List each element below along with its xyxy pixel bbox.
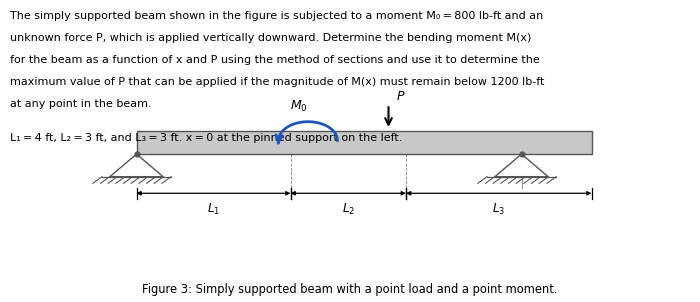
Text: for the beam as a function of x and P using the method of sections and use it to: for the beam as a function of x and P us… <box>10 55 540 65</box>
Polygon shape <box>495 154 548 177</box>
Text: $L_1$: $L_1$ <box>207 202 220 217</box>
Bar <box>136 131 592 154</box>
Polygon shape <box>110 154 163 177</box>
Text: $M_0$: $M_0$ <box>290 99 308 114</box>
Text: at any point in the beam.: at any point in the beam. <box>10 99 151 109</box>
Text: The simply supported beam shown in the figure is subjected to a moment M₀ = 800 : The simply supported beam shown in the f… <box>10 11 543 21</box>
Text: $L_2$: $L_2$ <box>342 202 355 217</box>
Text: maximum value of P that can be applied if the magnitude of M(x) must remain belo: maximum value of P that can be applied i… <box>10 77 544 87</box>
Text: unknown force P, which is applied vertically downward. Determine the bending mom: unknown force P, which is applied vertic… <box>10 33 531 43</box>
Text: L₁ = 4 ft, L₂ = 3 ft, and L₃ = 3 ft. x = 0 at the pinned support on the left.: L₁ = 4 ft, L₂ = 3 ft, and L₃ = 3 ft. x =… <box>10 133 402 143</box>
Text: Figure 3: Simply supported beam with a point load and a point moment.: Figure 3: Simply supported beam with a p… <box>142 283 558 296</box>
Text: $L_3$: $L_3$ <box>492 202 505 217</box>
Text: $P$: $P$ <box>395 90 405 103</box>
